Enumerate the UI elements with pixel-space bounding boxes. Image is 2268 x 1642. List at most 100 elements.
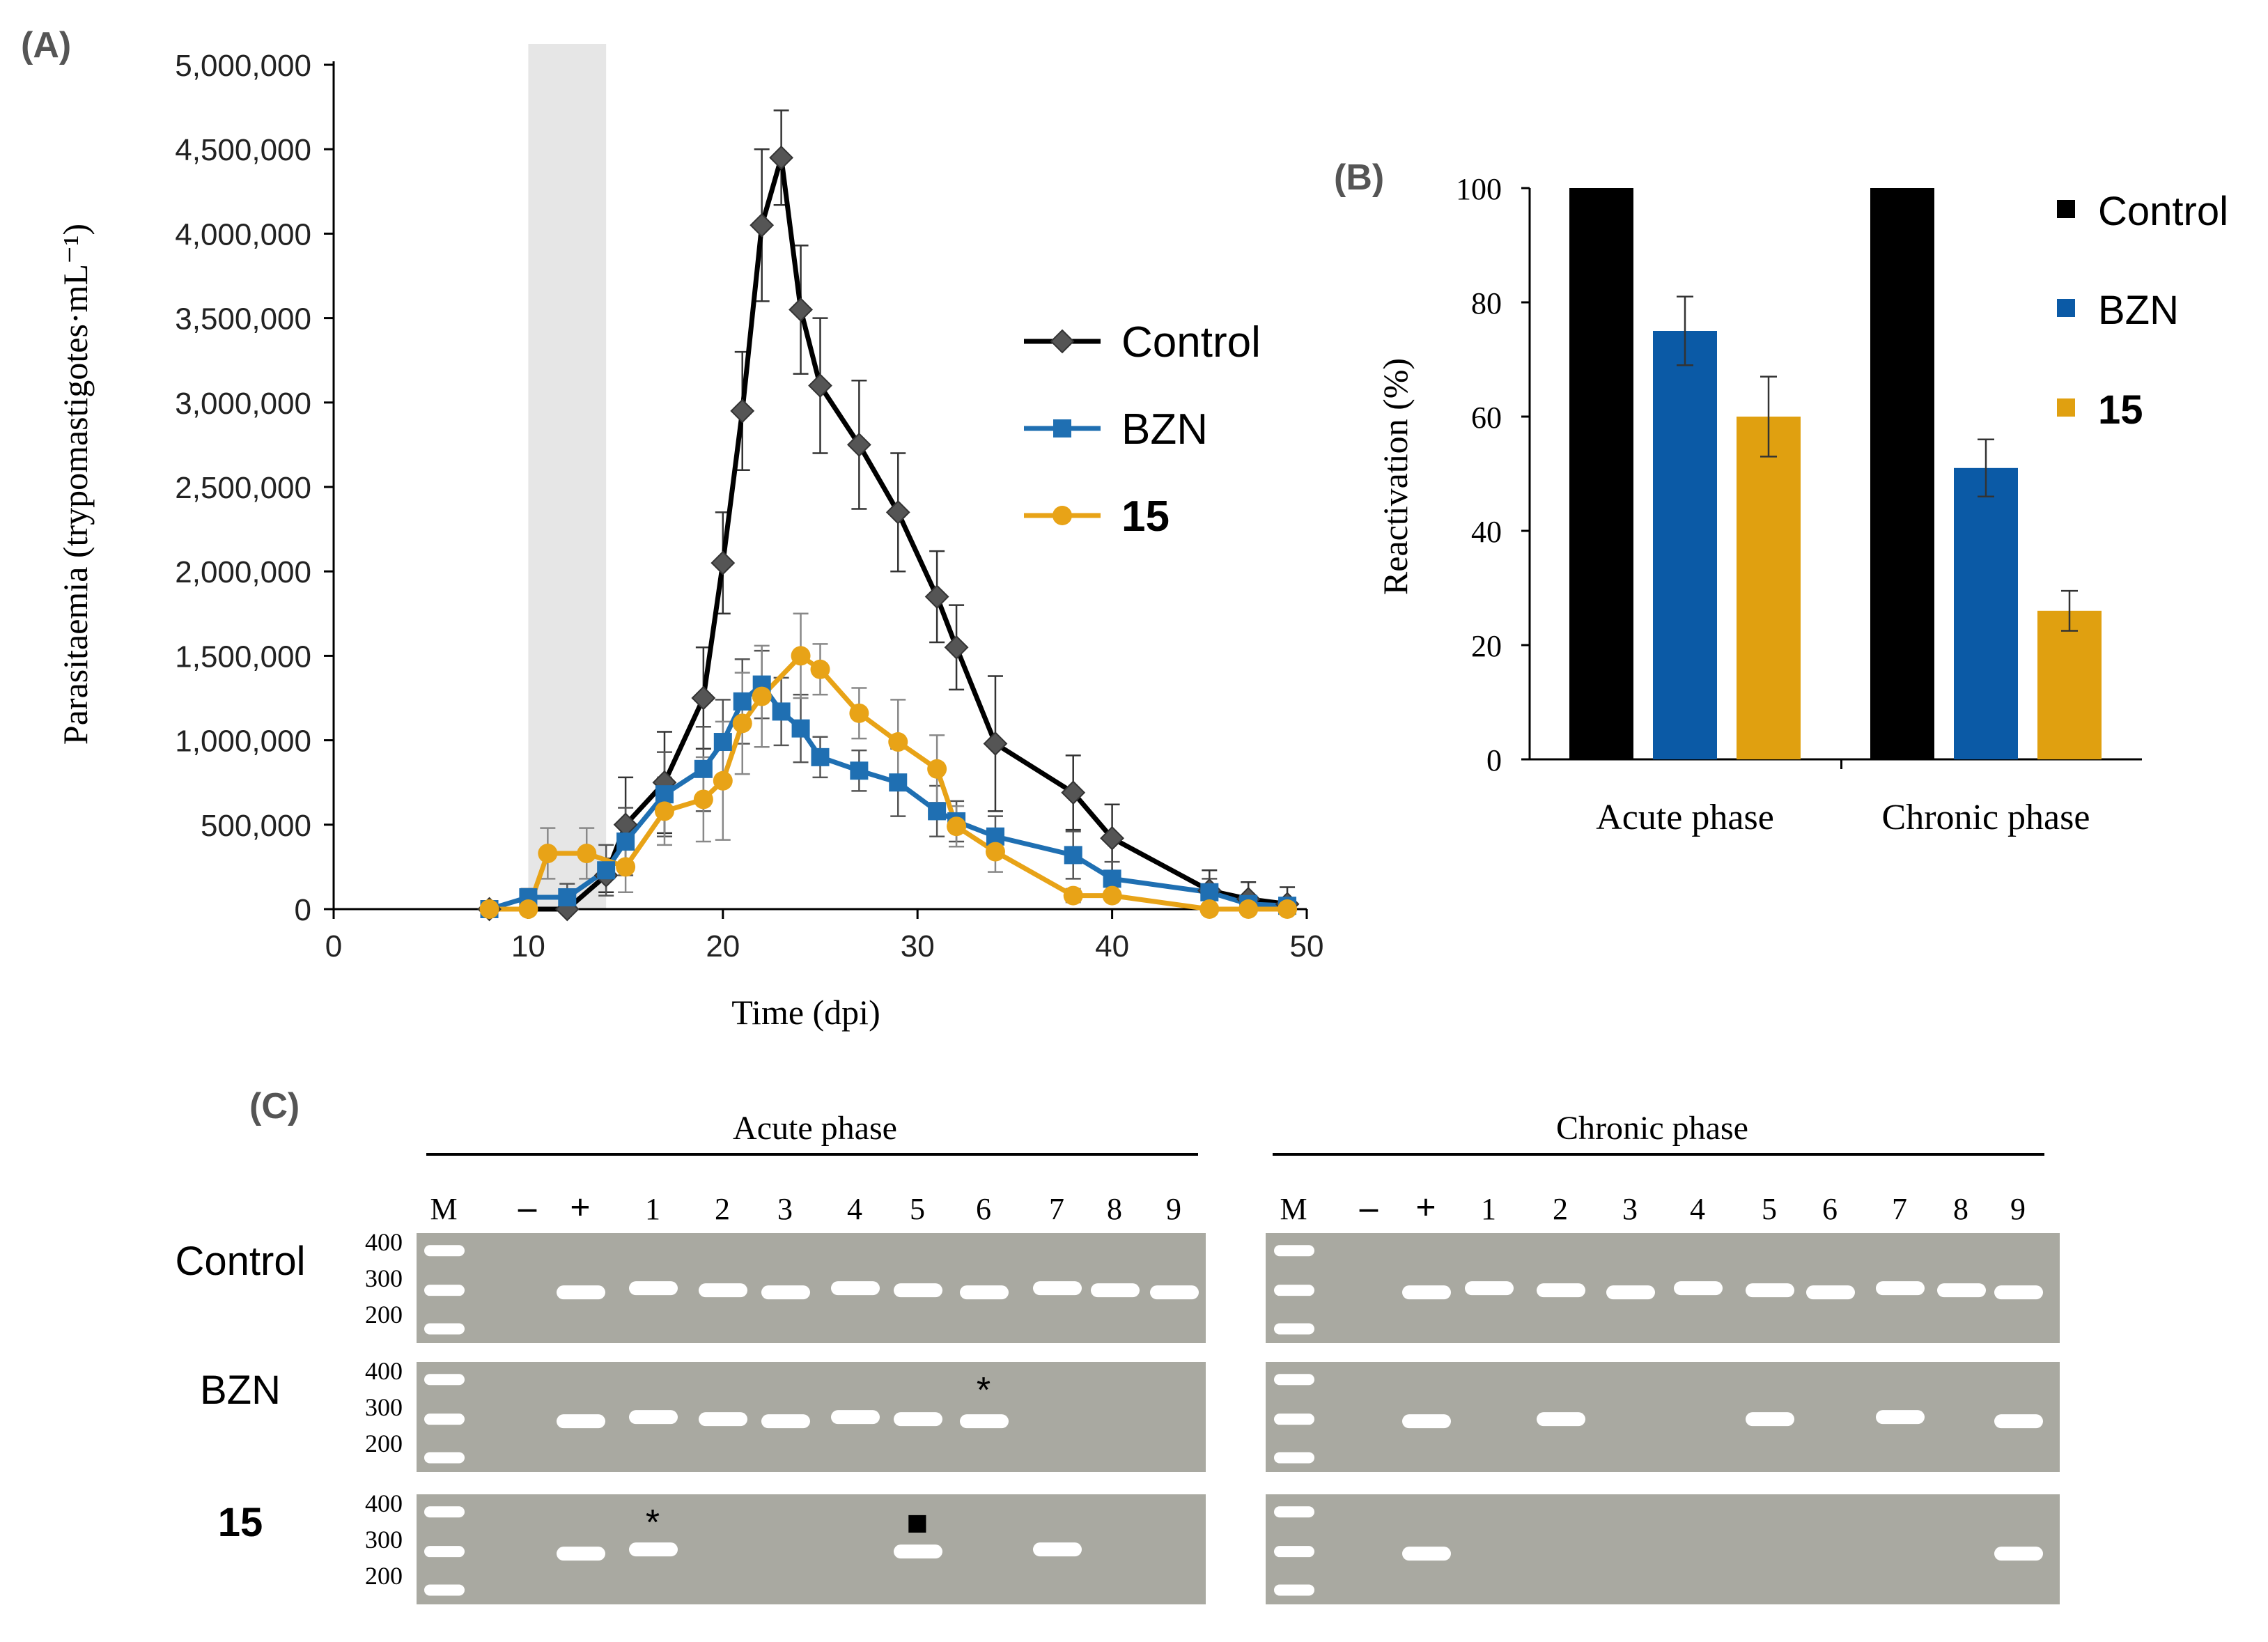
gel-image-chronic [1266, 1233, 2060, 1343]
pcr-band [1994, 1414, 2043, 1429]
line-chart-x-label: Time (dpi) [731, 993, 880, 1032]
acute-lane-label: 7 [1049, 1192, 1064, 1226]
gel-image-chronic [1266, 1494, 2060, 1604]
ladder-band [1274, 1285, 1314, 1296]
pcr-band [1876, 1410, 1925, 1425]
ladder-band [1274, 1245, 1314, 1257]
gel-size-label: 200 [365, 1301, 403, 1329]
data-point-15 [927, 759, 947, 779]
data-point-control [730, 398, 755, 424]
pcr-band [699, 1412, 747, 1427]
pcr-band [557, 1285, 605, 1300]
bar-15-chronic [2037, 610, 2102, 759]
ladder-band [1274, 1374, 1314, 1386]
y-tick-label: 0 [295, 893, 311, 927]
y-tick-label: 1,500,000 [175, 640, 311, 674]
pcr-band [761, 1285, 810, 1300]
data-point-bzn [850, 761, 869, 780]
pcr-band [557, 1414, 605, 1429]
pcr-band [1402, 1547, 1451, 1561]
gel-size-label: 300 [365, 1264, 403, 1292]
data-point-control [789, 297, 813, 322]
x-tick-label: 50 [1290, 929, 1324, 963]
series-line-15 [489, 653, 1288, 912]
pcr-band [960, 1414, 1009, 1429]
treatment-shaded-region [528, 44, 607, 909]
data-point-control [944, 635, 969, 660]
x-tick-label: 0 [325, 929, 342, 963]
data-point-15 [616, 857, 636, 877]
ladder-band [1274, 1546, 1314, 1558]
pcr-band [1994, 1285, 2043, 1300]
legend-marker-control [1050, 329, 1075, 354]
data-point-control [885, 499, 910, 525]
bar-legend-swatch-15 [2057, 398, 2075, 417]
pcr-band [831, 1281, 880, 1296]
data-point-15 [752, 686, 772, 706]
gel-size-label: 300 [365, 1393, 403, 1421]
ladder-band [424, 1584, 465, 1596]
pcr-band [1994, 1547, 2043, 1561]
data-point-bzn [811, 748, 830, 766]
pcr-band [1537, 1283, 1585, 1298]
chronic-lane-label: 7 [1892, 1192, 1907, 1226]
data-point-bzn [791, 719, 810, 738]
data-point-bzn [558, 888, 577, 907]
data-point-15 [1063, 885, 1083, 906]
panel-label-a: (A) [21, 25, 71, 65]
data-point-15 [538, 844, 558, 864]
bar-bzn-acute [1653, 331, 1717, 759]
gel-size-label: 300 [365, 1526, 403, 1554]
pcr-band [894, 1412, 942, 1427]
acute-lane-label: 2 [715, 1192, 730, 1226]
ladder-band [1274, 1452, 1314, 1464]
legend-marker-15 [1053, 506, 1072, 525]
data-point-15 [479, 899, 499, 919]
data-point-bzn [694, 759, 713, 778]
ladder-band [424, 1452, 465, 1464]
pcr-band [1402, 1285, 1451, 1300]
data-point-control [846, 432, 871, 457]
acute-lane-label: 4 [847, 1192, 862, 1226]
data-point-15 [985, 842, 1005, 862]
pcr-band [1806, 1285, 1855, 1300]
data-point-control [769, 145, 794, 170]
ladder-band [424, 1245, 465, 1257]
y-tick-label: 3,500,000 [175, 302, 311, 336]
ladder-band [424, 1506, 465, 1518]
data-point-bzn [713, 733, 732, 752]
data-point-15 [810, 659, 830, 679]
chronic-lane-label: M [1280, 1192, 1307, 1226]
data-point-15 [1102, 885, 1122, 906]
gel-annotation-mark: * [977, 1370, 991, 1411]
acute-lane-label: M [430, 1192, 457, 1226]
data-point-control [749, 212, 775, 238]
bar-y-tick-label: 100 [1456, 172, 1502, 206]
data-point-15 [693, 789, 713, 810]
pcr-band [1033, 1542, 1082, 1557]
gel-image-acute [417, 1494, 1206, 1604]
data-point-bzn [1064, 846, 1082, 865]
panel-label-b: (B) [1334, 157, 1384, 198]
panel-label-c: (C) [249, 1086, 300, 1126]
y-tick-label: 4,500,000 [175, 133, 311, 167]
bar-y-tick-label: 0 [1486, 743, 1502, 777]
ladder-band [1274, 1413, 1314, 1425]
line-chart-y-label: Parasitaemia (trypomastigotes·mL⁻¹) [56, 224, 95, 745]
gel-size-label: 400 [365, 1228, 403, 1256]
data-point-15 [947, 816, 967, 837]
gel-size-label: 200 [365, 1562, 403, 1590]
bar-category-label: Chronic phase [1882, 798, 2090, 837]
acute-lane-label: 1 [645, 1192, 660, 1226]
data-point-15 [849, 703, 869, 723]
data-point-bzn [928, 802, 947, 821]
bar-legend-label-control: Control [2098, 189, 2228, 234]
gel-annotation-mark: * [646, 1503, 660, 1543]
pcr-band [1537, 1412, 1585, 1427]
pcr-band [1033, 1281, 1082, 1296]
data-point-control [983, 731, 1008, 756]
series-line-control [489, 155, 1288, 912]
x-tick-label: 20 [706, 929, 740, 963]
pcr-band [1876, 1281, 1925, 1296]
